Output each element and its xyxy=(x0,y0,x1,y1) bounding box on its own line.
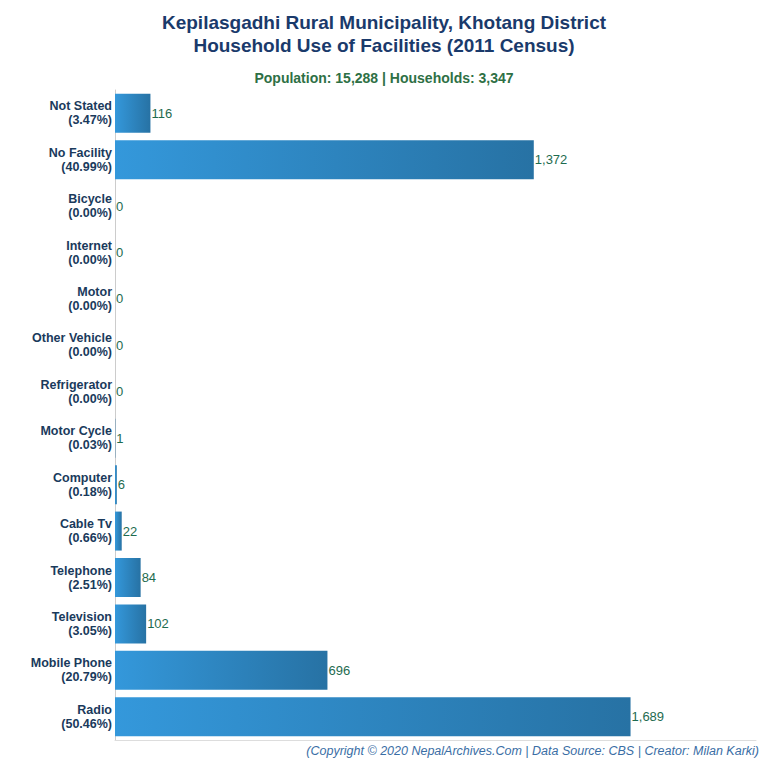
svg-text:(0.18%): (0.18%) xyxy=(68,485,112,499)
svg-text:0: 0 xyxy=(116,245,123,260)
svg-text:0: 0 xyxy=(116,199,123,214)
svg-text:(0.03%): (0.03%) xyxy=(68,438,112,452)
svg-text:1,372: 1,372 xyxy=(535,152,568,167)
svg-text:(3.47%): (3.47%) xyxy=(68,113,112,127)
svg-text:84: 84 xyxy=(142,570,156,585)
svg-text:6: 6 xyxy=(118,477,125,492)
svg-text:No Facility: No Facility xyxy=(49,146,112,160)
svg-text:Internet: Internet xyxy=(66,239,113,253)
svg-text:(Copyright © 2020 NepalArchive: (Copyright © 2020 NepalArchives.Com | Da… xyxy=(306,744,759,758)
svg-text:0: 0 xyxy=(116,384,123,399)
svg-text:Household Use of Facilities (2: Household Use of Facilities (2011 Census… xyxy=(193,35,574,56)
svg-text:(0.66%): (0.66%) xyxy=(68,531,112,545)
svg-text:Computer: Computer xyxy=(53,471,112,485)
svg-text:(20.79%): (20.79%) xyxy=(61,670,112,684)
svg-text:1: 1 xyxy=(116,431,123,446)
svg-text:(40.99%): (40.99%) xyxy=(61,160,112,174)
svg-text:Refrigerator: Refrigerator xyxy=(40,378,112,392)
svg-text:(0.00%): (0.00%) xyxy=(68,206,112,220)
svg-text:1,689: 1,689 xyxy=(632,709,665,724)
svg-text:Telephone: Telephone xyxy=(50,564,112,578)
svg-text:(3.05%): (3.05%) xyxy=(68,624,112,638)
svg-text:22: 22 xyxy=(123,524,137,539)
svg-text:Cable Tv: Cable Tv xyxy=(60,517,112,531)
svg-text:0: 0 xyxy=(116,291,123,306)
svg-text:Population: 15,288 | Household: Population: 15,288 | Households: 3,347 xyxy=(254,70,513,86)
svg-text:Not Stated: Not Stated xyxy=(50,99,113,113)
svg-text:Radio: Radio xyxy=(77,703,112,717)
svg-text:Motor: Motor xyxy=(77,285,112,299)
svg-text:102: 102 xyxy=(147,616,169,631)
svg-text:(0.00%): (0.00%) xyxy=(68,345,112,359)
svg-text:0: 0 xyxy=(116,338,123,353)
svg-text:Other Vehicle: Other Vehicle xyxy=(32,331,112,345)
svg-text:Kepilasgadhi Rural Municipalit: Kepilasgadhi Rural Municipality, Khotang… xyxy=(162,12,607,33)
svg-text:696: 696 xyxy=(328,663,350,678)
svg-text:(2.51%): (2.51%) xyxy=(68,578,112,592)
svg-text:(50.46%): (50.46%) xyxy=(61,717,112,731)
svg-text:116: 116 xyxy=(151,106,172,121)
svg-text:(0.00%): (0.00%) xyxy=(68,253,112,267)
svg-text:(0.00%): (0.00%) xyxy=(68,299,112,313)
svg-text:(0.00%): (0.00%) xyxy=(68,392,112,406)
svg-text:Mobile Phone: Mobile Phone xyxy=(31,656,112,670)
svg-text:Bicycle: Bicycle xyxy=(68,192,112,206)
svg-text:Television: Television xyxy=(52,610,112,624)
svg-text:Motor Cycle: Motor Cycle xyxy=(40,424,112,438)
